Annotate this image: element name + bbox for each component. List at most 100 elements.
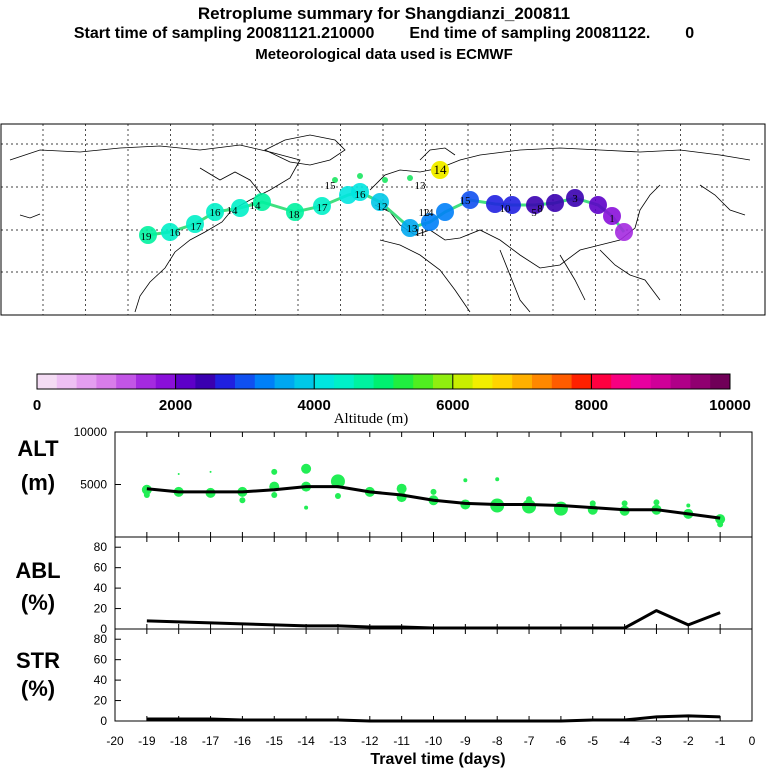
colorbar-swatch [116, 374, 137, 389]
map-coastline [379, 239, 471, 313]
x-tick-label: -17 [202, 734, 220, 748]
alt-scatter-point [177, 473, 180, 475]
alt-scatter-point [621, 500, 628, 507]
x-tick-label: -19 [138, 734, 156, 748]
altitude-colorbar: 0 2000 4000 6000 8000 10000 Altitude (m) [33, 373, 751, 427]
trajectory-day-label: 14 [423, 207, 435, 219]
trajectory-puff [161, 223, 179, 241]
trajectory-day-label: 13 [407, 223, 419, 235]
x-tick-label: -10 [425, 734, 443, 748]
colorbar-swatch [373, 374, 394, 389]
panel-unit-ALT: (m) [21, 470, 55, 495]
alt-scatter-point [686, 503, 691, 508]
x-tick-label: -11 [393, 734, 410, 748]
colorbar-swatch [532, 374, 553, 389]
trajectory-day-label: 18 [289, 209, 301, 221]
start-time: Start time of sampling 20081121.210000 [73, 25, 375, 42]
trajectory-puff-high [431, 161, 449, 179]
x-tick-label: -16 [234, 734, 252, 748]
time-series-panels: 5000 10000 ALT (m) 0 20 40 60 80 ABL (%) 0 20 40 60 80 S… [15, 425, 755, 768]
colorbar-swatch [452, 374, 474, 389]
trajectory-day-label: 14 [227, 205, 239, 217]
map-coastline [199, 167, 263, 196]
trajectory-puff [253, 193, 271, 211]
colorbar-swatch [195, 374, 216, 389]
trajectory-puff [421, 213, 439, 231]
alt-scatter-point [304, 505, 309, 510]
trajectory-puff [186, 215, 204, 233]
colorbar-tick-label: 0 [33, 397, 41, 414]
y-tick-label-ABL: 0 [100, 622, 107, 636]
trajectory-branch-point [332, 177, 338, 183]
y-tick-label-ABL: 20 [94, 602, 108, 616]
alt-scatter-point [653, 499, 660, 506]
alt-scatter-point [334, 493, 341, 500]
trajectory-day-label: 3 [572, 193, 578, 205]
colorbar-swatch [136, 374, 157, 389]
alt-scatter-point [495, 477, 500, 482]
y-tick-label-STR: 20 [94, 694, 108, 708]
colorbar-swatch [314, 374, 335, 389]
trajectory-day-label: 13 [415, 180, 427, 192]
trajectory-day-label: 19 [141, 231, 153, 243]
colorbar-tick-label: 10000 [709, 397, 751, 414]
y-tick-label-STR: 40 [94, 673, 108, 687]
colorbar-swatch [215, 374, 236, 389]
panel-label-ALT: ALT [17, 436, 59, 461]
colorbar-swatch [353, 374, 375, 389]
x-tick-label: -9 [460, 734, 471, 748]
x-tick-label: -5 [587, 734, 598, 748]
colorbar-tick-label: 6000 [436, 397, 469, 414]
colorbar-swatch [492, 374, 513, 389]
alt-scatter-point [430, 488, 437, 495]
x-tick-label: -2 [683, 734, 694, 748]
colorbar-swatch [650, 374, 672, 389]
alt-scatter-point [717, 521, 724, 528]
map-coastline [19, 213, 41, 219]
colorbar-swatch [512, 374, 533, 389]
alt-scatter-point [143, 492, 150, 498]
map-coastline [599, 249, 661, 301]
trajectory-day-label: 1 [609, 213, 615, 225]
y-tick-label-STR: 0 [100, 714, 107, 728]
trajectory-puff [615, 223, 633, 241]
trajectory-day-label: 11 [415, 227, 426, 239]
colorbar-tick-label: 2000 [159, 397, 192, 414]
colorbar-swatch [334, 374, 355, 389]
alt-scatter-point [396, 483, 407, 494]
colorbar-swatch [155, 374, 177, 389]
map-coastline [559, 254, 586, 301]
x-tick-label: -1 [715, 734, 726, 748]
map-coastline [499, 249, 531, 313]
colorbar-tick-label: 4000 [298, 397, 331, 414]
trajectory-puff [526, 196, 544, 214]
alt-scatter-point [553, 501, 568, 516]
alt-scatter-point [463, 478, 468, 483]
colorbar-swatch [235, 374, 256, 389]
x-tick-label: -3 [651, 734, 662, 748]
trajectory-branch-point [407, 175, 413, 181]
colorbar-swatch [76, 374, 97, 389]
x-tick-label: -18 [170, 734, 188, 748]
panel-unit-STR: (%) [21, 676, 55, 701]
trajectory-puff [401, 219, 419, 237]
map-coastline [9, 144, 301, 313]
alt-scatter-point [239, 497, 246, 504]
y-tick-label-ALT: 5000 [80, 478, 107, 492]
trajectory-day-label: 17 [317, 202, 329, 214]
alt-scatter-point [209, 470, 212, 473]
trajectory-day-label: 16 [355, 189, 367, 201]
chart-title: Retroplume summary for Shangdianzi_20081… [197, 4, 571, 23]
panel-label-ABL: ABL [15, 558, 60, 583]
series-line-ALT [146, 485, 721, 520]
colorbar-swatch [670, 374, 691, 389]
end-time: End time of sampling 20081122. [409, 25, 651, 42]
x-axis-title: Travel time (days) [370, 751, 505, 768]
colorbar-swatch [56, 374, 78, 389]
trajectory-puff [231, 199, 249, 217]
colorbar-swatch [294, 374, 315, 389]
trajectory-branch-point [382, 177, 388, 183]
trajectory-puff [139, 226, 157, 244]
x-tick-label: -13 [329, 734, 347, 748]
